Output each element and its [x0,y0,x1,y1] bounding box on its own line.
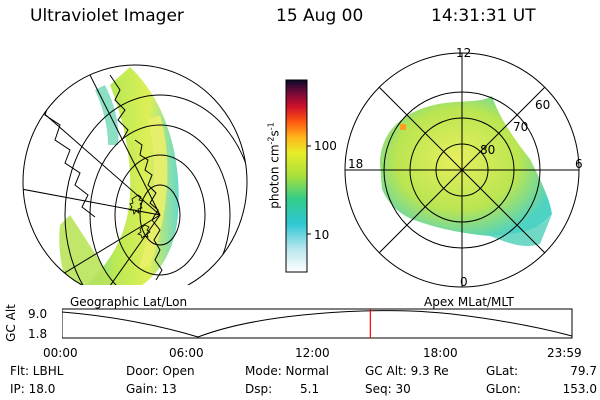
info-glat-value: 79.7 [570,364,597,378]
info-glat-label: GLat: [486,364,519,378]
mlat-label-70: 70 [513,120,529,134]
info-glon-value: 153.0 [562,382,597,396]
info-dsp-value: 5.1 [300,382,320,396]
info-glon-label: GLon: [486,382,521,396]
info-seq: Seq: 30 [365,382,411,396]
xtick-1200: 12:00 [295,346,330,360]
info-mode: Mode: Normal [245,364,329,378]
info-gcalt: GC Alt: 9.3 Re [365,364,449,378]
earth-limb-outline [22,64,248,285]
mlt-label-12: 12 [456,46,472,60]
intensity-colorbar [285,79,311,273]
xtick-1800: 18:00 [423,346,458,360]
time-title: 14:31:31 UT [431,6,536,26]
colorbar-tick-100: 100 [314,139,337,153]
date-title: 15 Aug 00 [276,6,364,26]
mlat-label-80: 80 [480,143,496,157]
info-flt: Flt: LBHL [10,364,64,378]
colorbar-tick-10: 10 [314,228,330,242]
info-dsp-label: Dsp: [245,382,273,396]
altitude-ytick-top: 9.0 [28,307,48,321]
instrument-title: Ultraviolet Imager [30,6,184,26]
geographic-caption: Geographic Lat/Lon [70,295,188,309]
colorbar-axis-label: photon cm-2s-1 [266,122,282,209]
mlt-label-18: 18 [348,157,364,171]
mlat-label-60: 60 [535,98,551,112]
altitude-timeline-plot [62,308,573,339]
altitude-ylabel: GC Alt [3,304,18,342]
xtick-0600: 06:00 [169,346,204,360]
geographic-map-panel [22,64,248,285]
altitude-curve [62,310,573,338]
info-door: Door: Open [126,364,195,378]
altitude-ytick-bottom: 1.8 [28,327,48,341]
mlt-label-0: 0 [460,275,468,289]
apex-caption: Apex MLat/MLT [424,295,514,309]
xtick-0000: 00:00 [43,346,78,360]
mlt-label-6: 6 [575,157,583,171]
apex-polar-plot [344,52,580,288]
xtick-2359: 23:59 [547,346,582,360]
info-ip: IP: 18.0 [10,382,56,396]
hotspot-marker [400,124,406,130]
info-gain: Gain: 13 [126,382,177,396]
